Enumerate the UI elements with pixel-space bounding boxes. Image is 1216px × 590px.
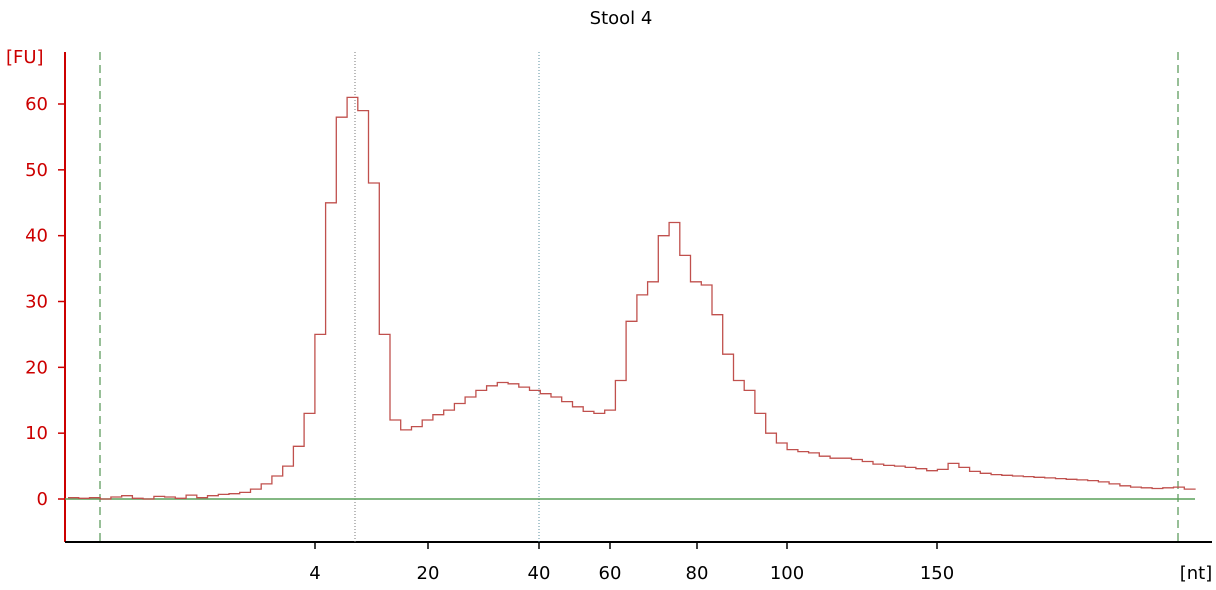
y-tick-label: 50 [25, 160, 48, 181]
x-tick-label: 4 [309, 563, 320, 584]
y-tick-label: 60 [25, 94, 48, 115]
y-tick-label: 20 [25, 357, 48, 378]
chart-title: Stool 4 [590, 8, 653, 29]
y-tick-label: 0 [37, 489, 48, 510]
y-tick-label: 40 [25, 226, 48, 247]
y-axis-unit-label: [FU] [6, 47, 44, 68]
x-axis-ticks: 4 20 40 60 80 100 150 [309, 542, 954, 584]
x-tick-label: 150 [920, 563, 954, 584]
x-tick-label: 40 [528, 563, 551, 584]
y-tick-label: 30 [25, 292, 48, 313]
y-tick-label: 10 [25, 423, 48, 444]
y-axis-ticks: 0 10 20 30 40 50 60 [25, 94, 65, 510]
x-tick-label: 100 [770, 563, 804, 584]
x-tick-label: 20 [417, 563, 440, 584]
x-tick-label: 80 [686, 563, 709, 584]
x-tick-label: 60 [599, 563, 622, 584]
series-trace-line [68, 96, 1196, 500]
x-axis-unit-label: [nt] [1180, 563, 1213, 584]
